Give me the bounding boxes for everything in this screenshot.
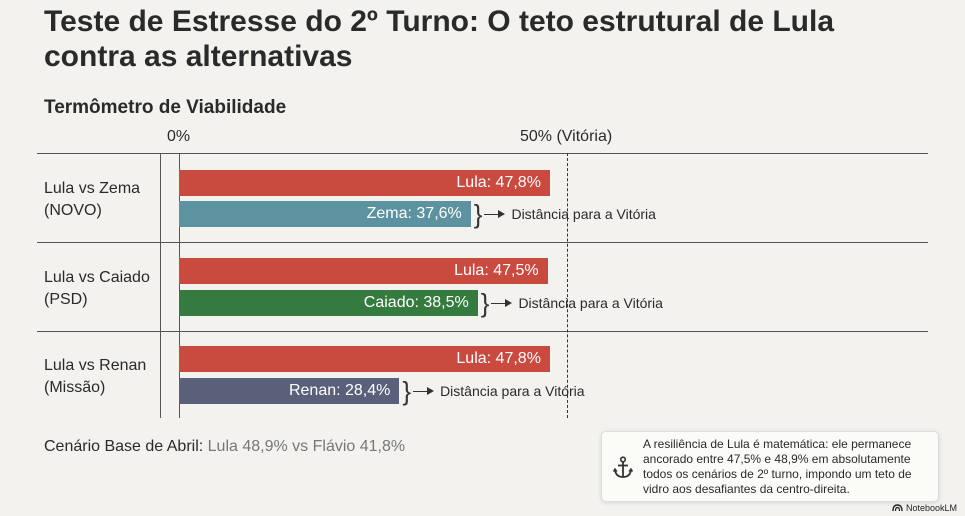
gap-label: Distância para a Vitória bbox=[518, 295, 663, 311]
group-label-zema: Lula vs Zema (NOVO) bbox=[44, 178, 140, 222]
brand-mark: NotebookLM bbox=[892, 503, 957, 513]
anchor-icon bbox=[612, 456, 634, 478]
divider-row-1 bbox=[37, 242, 928, 243]
group-label-renan: Lula vs Renan (Missão) bbox=[44, 355, 146, 399]
brace-icon: } bbox=[480, 288, 490, 318]
gap-annotation-caiado: } Distância para a Vitória bbox=[481, 290, 663, 316]
bar-zema: Zema: 37,6% bbox=[179, 201, 471, 227]
victory-reference-line bbox=[567, 153, 568, 418]
zero-axis-line bbox=[179, 153, 180, 418]
gap-annotation-renan: } Distância para a Vitória bbox=[402, 378, 584, 404]
bar-renan: Renan: 28,4% bbox=[179, 378, 400, 404]
group-label-line2: (NOVO) bbox=[44, 202, 102, 219]
divider-top bbox=[37, 153, 928, 154]
arrow-icon bbox=[413, 390, 428, 392]
brace-icon: } bbox=[402, 376, 412, 406]
bar-label: Lula: 47,5% bbox=[454, 262, 539, 279]
base-scenario-label: Cenário Base de Abril: bbox=[44, 438, 204, 455]
brand-name: NotebookLM bbox=[905, 503, 957, 513]
label-column-divider bbox=[160, 153, 161, 418]
bar-label: Caiado: 38,5% bbox=[363, 294, 469, 311]
group-label-line2: (PSD) bbox=[44, 291, 88, 308]
group-label-line1: Lula vs Renan bbox=[44, 357, 147, 374]
bar-label: Lula: 47,8% bbox=[456, 174, 541, 191]
group-label-line2: (Missão) bbox=[44, 379, 106, 396]
arrow-icon bbox=[484, 213, 499, 215]
insight-text: A resiliência de Lula é matemática: ele … bbox=[643, 437, 912, 496]
page-title: Teste de Estresse do 2º Turno: O teto es… bbox=[44, 5, 835, 73]
group-label-caiado: Lula vs Caiado (PSD) bbox=[44, 267, 150, 311]
bar-label: Zema: 37,6% bbox=[366, 205, 462, 222]
tick-label-0: 0% bbox=[167, 128, 191, 145]
group-label-line1: Lula vs Caiado bbox=[44, 269, 150, 286]
bar-label: Renan: 28,4% bbox=[288, 382, 391, 399]
bar-lula-vs-zema: Lula: 47,8% bbox=[179, 170, 550, 196]
arrow-icon bbox=[491, 302, 506, 304]
notebook-logo-icon bbox=[892, 504, 903, 512]
bar-caiado: Caiado: 38,5% bbox=[179, 290, 478, 316]
bar-label: Lula: 47,8% bbox=[456, 350, 541, 367]
gap-annotation-zema: } Distância para a Vitória bbox=[474, 201, 656, 227]
bar-lula-vs-caiado: Lula: 47,5% bbox=[179, 258, 548, 284]
brace-icon: } bbox=[473, 199, 483, 229]
gap-label: Distância para a Vitória bbox=[511, 206, 656, 222]
base-scenario: Cenário Base de Abril: Lula 48,9% vs Flá… bbox=[44, 438, 405, 456]
chart-title: Termômetro de Viabilidade bbox=[44, 97, 287, 118]
insight-callout: A resiliência de Lula é matemática: ele … bbox=[601, 431, 939, 502]
gap-label: Distância para a Vitória bbox=[440, 383, 585, 399]
base-scenario-value: Lula 48,9% vs Flávio 41,8% bbox=[207, 438, 406, 455]
divider-row-2 bbox=[37, 331, 928, 332]
tick-label-50: 50% (Vitória) bbox=[520, 128, 613, 145]
bar-lula-vs-renan: Lula: 47,8% bbox=[179, 346, 550, 372]
group-label-line1: Lula vs Zema bbox=[44, 180, 141, 197]
